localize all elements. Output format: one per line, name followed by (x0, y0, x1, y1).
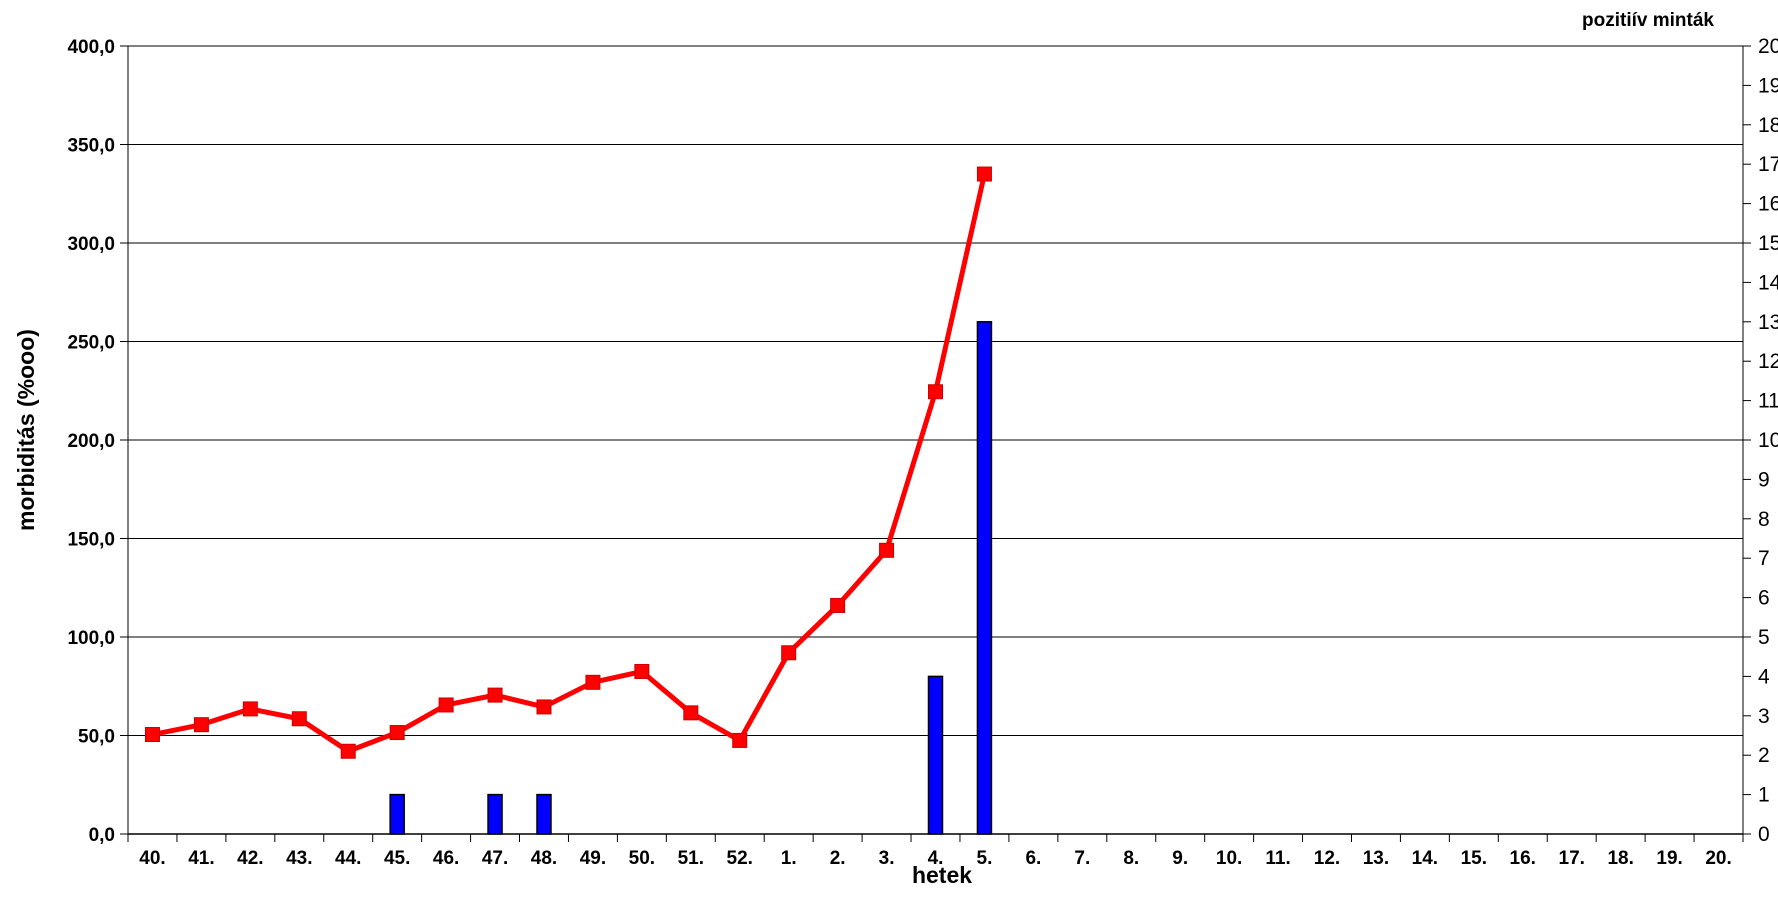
bar (487, 793, 503, 835)
y-tick-label: 200,0 (67, 431, 115, 452)
x-tick-label: 1. (781, 848, 797, 869)
tick-labels: 0,0 50,0 100,0 150,0 200,0 250,0 300,0 350,0 400… (67, 35, 1778, 869)
line-point (291, 711, 307, 727)
line-point (634, 663, 650, 679)
y2-tick-label: 7 (1758, 547, 1770, 570)
bar (389, 793, 405, 835)
y2-tick-label: 10 (1758, 429, 1778, 452)
line-point (438, 697, 454, 713)
y2-tick-label: 1 (1758, 784, 1770, 807)
x-tick-label: 10. (1216, 848, 1242, 869)
x-tick-label: 3. (879, 848, 895, 869)
line-point (193, 717, 209, 733)
x-tick-label: 40. (139, 848, 165, 869)
line-point (976, 166, 992, 182)
y2-tick-label: 16 (1758, 193, 1778, 216)
x-tick-label: 20. (1705, 848, 1731, 869)
x-tick-label: 7. (1074, 848, 1090, 869)
y2-tick-label: 13 (1758, 311, 1778, 334)
line-point (389, 725, 405, 741)
x-tick-label: 8. (1123, 848, 1139, 869)
y2-tick-label: 14 (1758, 271, 1778, 294)
x-tick-label: 52. (727, 848, 753, 869)
y2-tick-label: 8 (1758, 508, 1770, 531)
x-tick-label: 43. (286, 848, 312, 869)
x-tick-label: 4. (928, 848, 944, 869)
y2-tick-label: 19 (1758, 74, 1778, 97)
line-point (830, 597, 846, 613)
y2-axis-title: pozitiív minták (1582, 10, 1714, 31)
line-point (242, 701, 258, 717)
x-tick-label: 6. (1025, 848, 1041, 869)
y2-tick-label: 12 (1758, 350, 1778, 373)
y2-tick-label: 5 (1758, 626, 1770, 649)
line-point (536, 699, 552, 715)
x-tick-label: 17. (1559, 848, 1585, 869)
line-point (928, 384, 943, 400)
x-tick-label: 16. (1510, 848, 1536, 869)
y-tick-label: 150,0 (67, 530, 115, 551)
y2-tick-label: 4 (1758, 665, 1770, 688)
x-tick-label: 50. (629, 848, 655, 869)
bar-series (389, 321, 993, 835)
x-axis-title: hetek (912, 862, 972, 888)
x-tick-label: 15. (1461, 848, 1487, 869)
x-tick-label: 47. (482, 848, 508, 869)
line-point (144, 727, 160, 743)
y2-tick-label: 18 (1758, 114, 1778, 137)
x-tick-label: 48. (531, 848, 557, 869)
y2-tick-label: 9 (1758, 468, 1770, 491)
x-tick-label: 49. (580, 848, 606, 869)
y-tick-label: 250,0 (67, 333, 115, 354)
x-tick-label: 19. (1656, 848, 1682, 869)
x-tick-label: 2. (830, 848, 846, 869)
y-tick-label: 300,0 (67, 234, 115, 255)
y2-tick-label: 3 (1758, 705, 1770, 728)
y-axis-title: morbiditás (%ooo) (13, 329, 39, 531)
x-tick-label: 18. (1607, 848, 1633, 869)
line-series (144, 166, 992, 759)
bar (536, 793, 552, 835)
bar (927, 675, 944, 835)
x-tick-label: 41. (188, 848, 214, 869)
line-point (879, 542, 895, 558)
axes (120, 45, 1751, 842)
y2-tick-label: 2 (1758, 744, 1770, 767)
x-tick-label: 44. (335, 848, 361, 869)
gridlines (128, 45, 1743, 736)
x-tick-label: 42. (237, 848, 263, 869)
y2-tick-label: 11 (1758, 390, 1778, 413)
series-line (151, 173, 987, 754)
bar (976, 321, 993, 835)
line-point (732, 732, 748, 748)
y-tick-label: 0,0 (89, 825, 115, 846)
y-tick-label: 350,0 (67, 136, 115, 157)
x-tick-label: 51. (678, 848, 704, 869)
y2-tick-label: 17 (1758, 153, 1778, 176)
x-tick-label: 13. (1363, 848, 1389, 869)
y-tick-label: 50,0 (78, 727, 115, 748)
x-tick-label: 45. (384, 848, 410, 869)
x-tick-label: 11. (1265, 848, 1290, 869)
y-tick-label: 400,0 (67, 37, 115, 58)
line-point (340, 743, 356, 759)
line-point (585, 674, 601, 690)
x-tick-label: 14. (1412, 848, 1438, 869)
x-tick-label: 46. (433, 848, 459, 869)
line-point (781, 645, 797, 661)
y2-tick-label: 15 (1758, 232, 1778, 255)
x-tick-label: 5. (977, 848, 993, 869)
y-tick-label: 100,0 (67, 628, 115, 649)
line-point (683, 705, 699, 721)
y2-tick-label: 0 (1758, 823, 1770, 846)
x-tick-label: 9. (1172, 848, 1188, 869)
line-point (487, 687, 503, 703)
y2-tick-label: 6 (1758, 587, 1770, 610)
y2-tick-label: 20 (1758, 35, 1778, 58)
x-tick-label: 12. (1314, 848, 1340, 869)
